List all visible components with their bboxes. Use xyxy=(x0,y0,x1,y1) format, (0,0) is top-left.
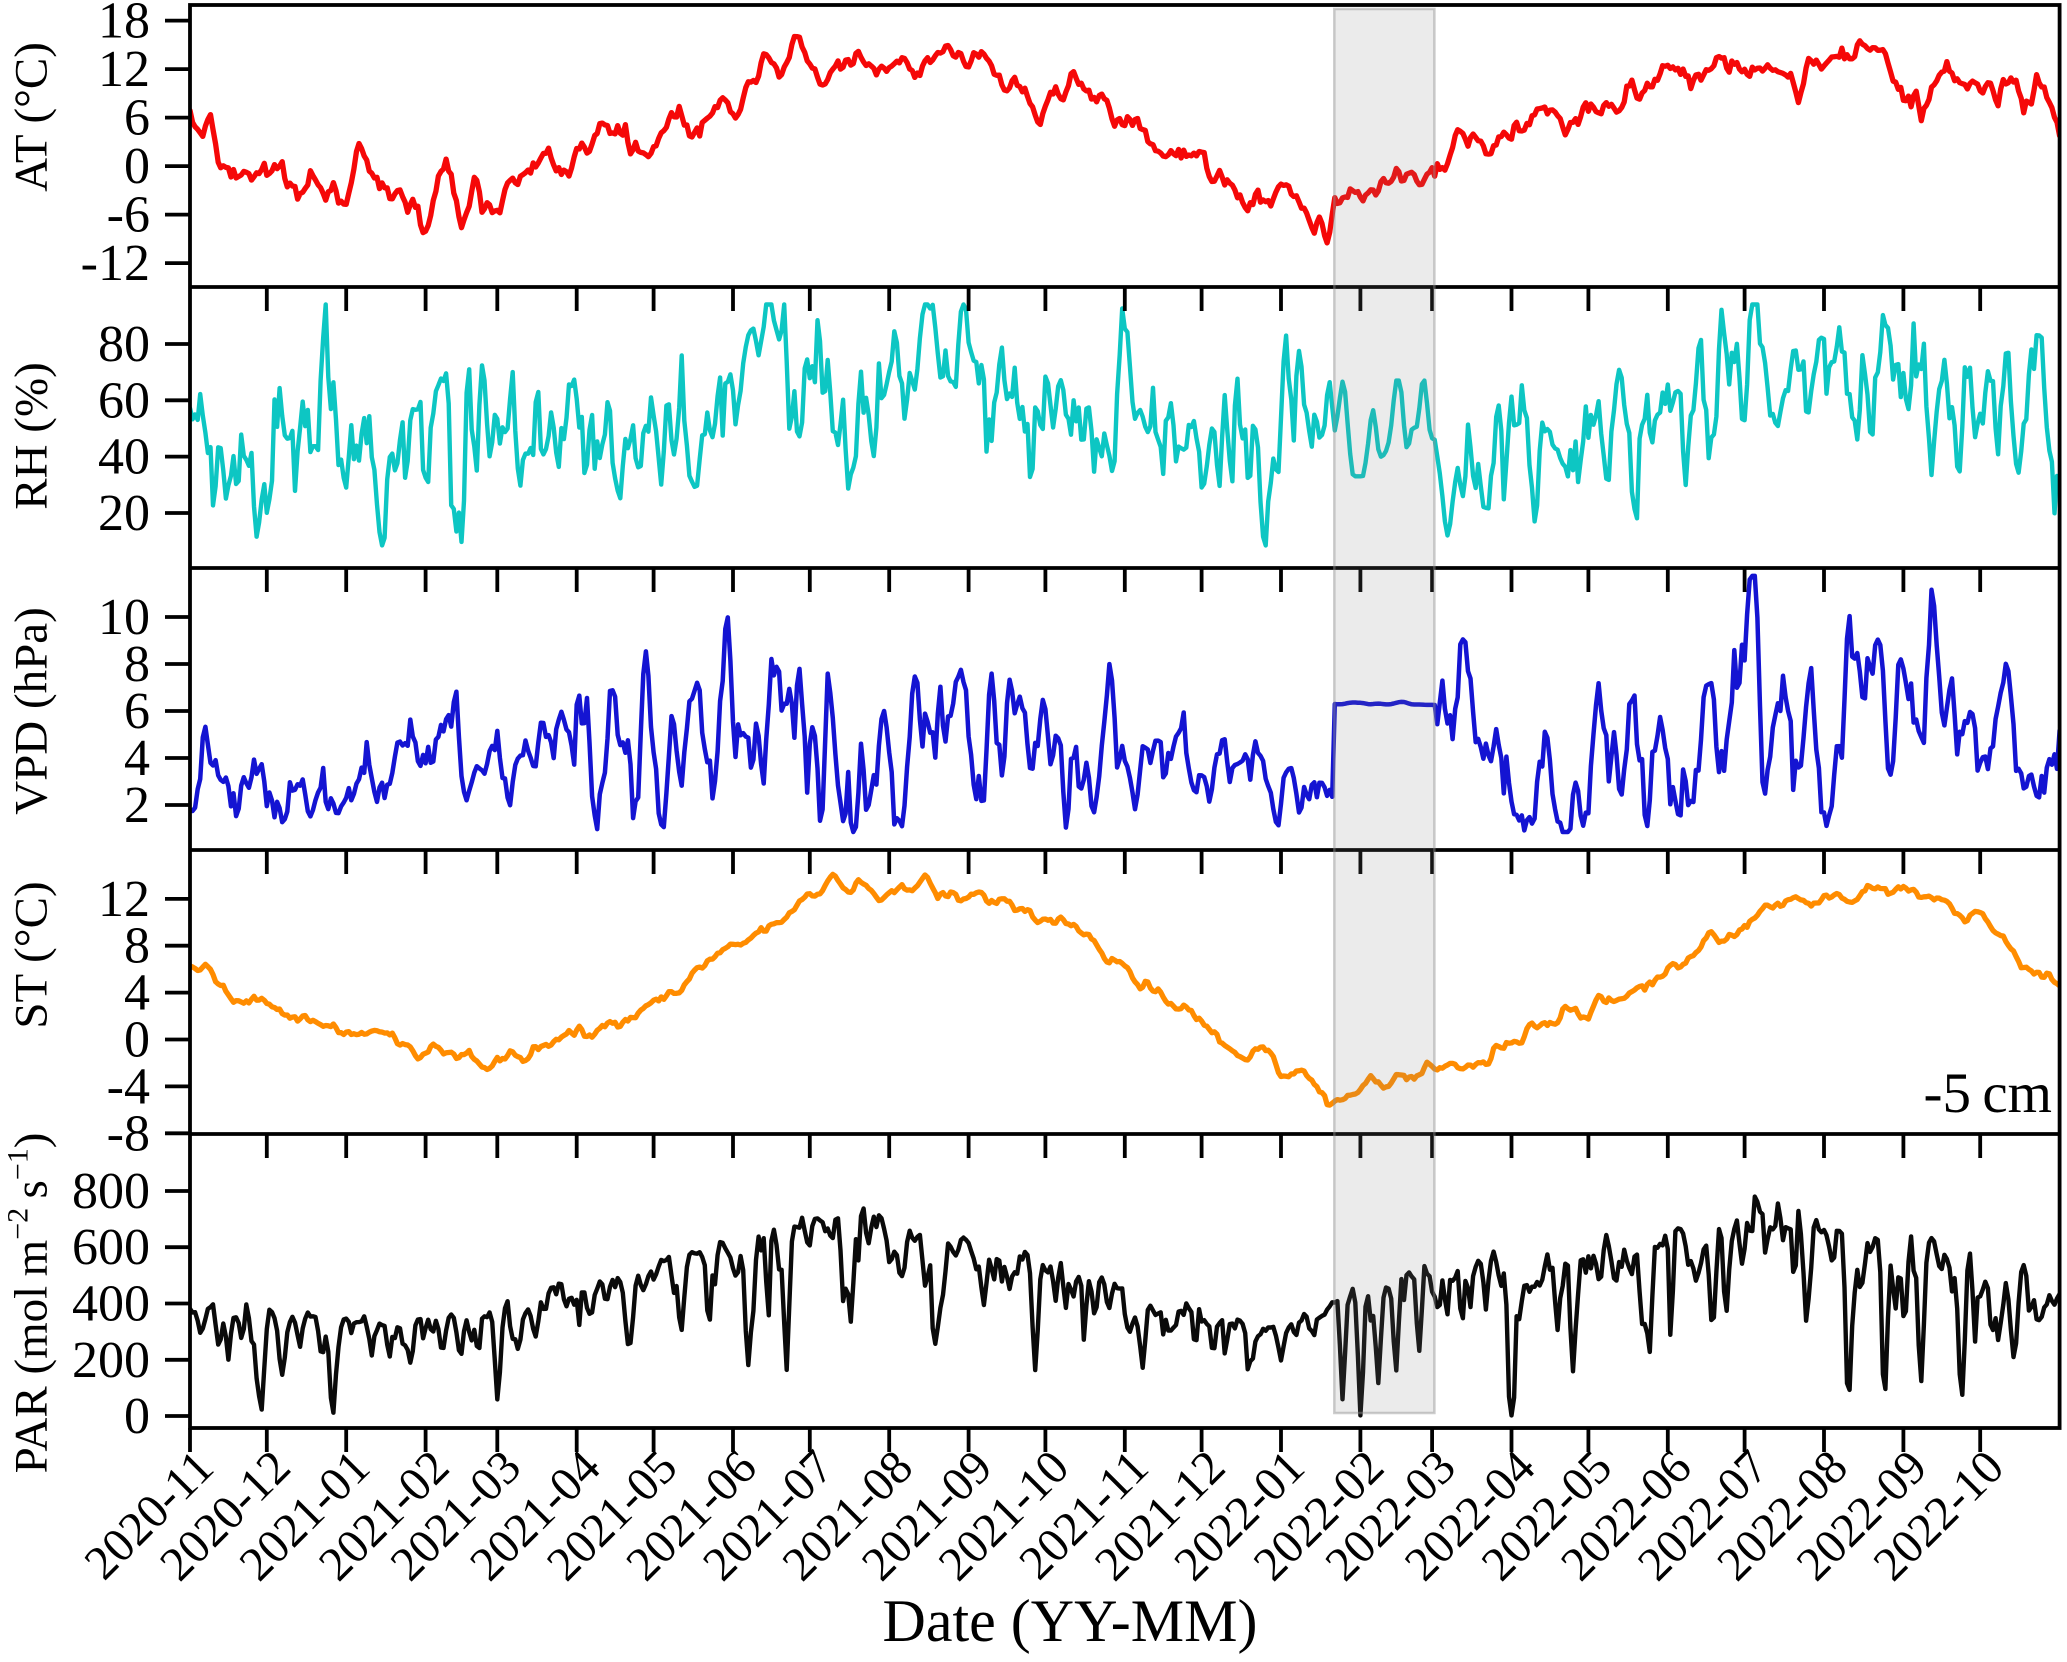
svg-text:18: 18 xyxy=(98,0,150,50)
svg-text:20: 20 xyxy=(98,485,150,542)
svg-text:400: 400 xyxy=(72,1276,150,1333)
svg-text:-4: -4 xyxy=(107,1058,150,1115)
svg-text:PAR (mol m−2 s−1): PAR (mol m−2 s−1) xyxy=(2,1133,58,1474)
svg-text:0: 0 xyxy=(124,1388,150,1445)
svg-text:VPD (hPa): VPD (hPa) xyxy=(6,607,58,815)
svg-text:40: 40 xyxy=(98,429,150,486)
svg-text:8: 8 xyxy=(124,918,150,975)
svg-text:RH (%): RH (%) xyxy=(6,362,58,510)
svg-text:4: 4 xyxy=(124,730,150,787)
svg-text:AT (°C): AT (°C) xyxy=(6,42,58,192)
svg-text:-5 cm: -5 cm xyxy=(1923,1062,2052,1125)
svg-text:8: 8 xyxy=(124,636,150,693)
svg-text:12: 12 xyxy=(98,41,150,98)
svg-text:800: 800 xyxy=(72,1163,150,1220)
svg-text:60: 60 xyxy=(98,372,150,429)
svg-text:12: 12 xyxy=(98,871,150,928)
svg-text:6: 6 xyxy=(124,683,150,740)
svg-text:2: 2 xyxy=(124,777,150,834)
svg-text:10: 10 xyxy=(98,589,150,646)
svg-text:0: 0 xyxy=(124,1012,150,1069)
svg-text:Date (YY-MM): Date (YY-MM) xyxy=(883,1588,1258,1654)
svg-text:6: 6 xyxy=(124,90,150,147)
svg-text:200: 200 xyxy=(72,1332,150,1389)
svg-text:-6: -6 xyxy=(107,187,150,244)
svg-text:80: 80 xyxy=(98,316,150,373)
svg-text:-12: -12 xyxy=(81,235,150,292)
svg-text:600: 600 xyxy=(72,1219,150,1276)
svg-text:0: 0 xyxy=(124,138,150,195)
svg-text:4: 4 xyxy=(124,965,150,1022)
svg-text:-8: -8 xyxy=(107,1105,150,1162)
svg-text:ST (°C): ST (°C) xyxy=(6,881,58,1028)
